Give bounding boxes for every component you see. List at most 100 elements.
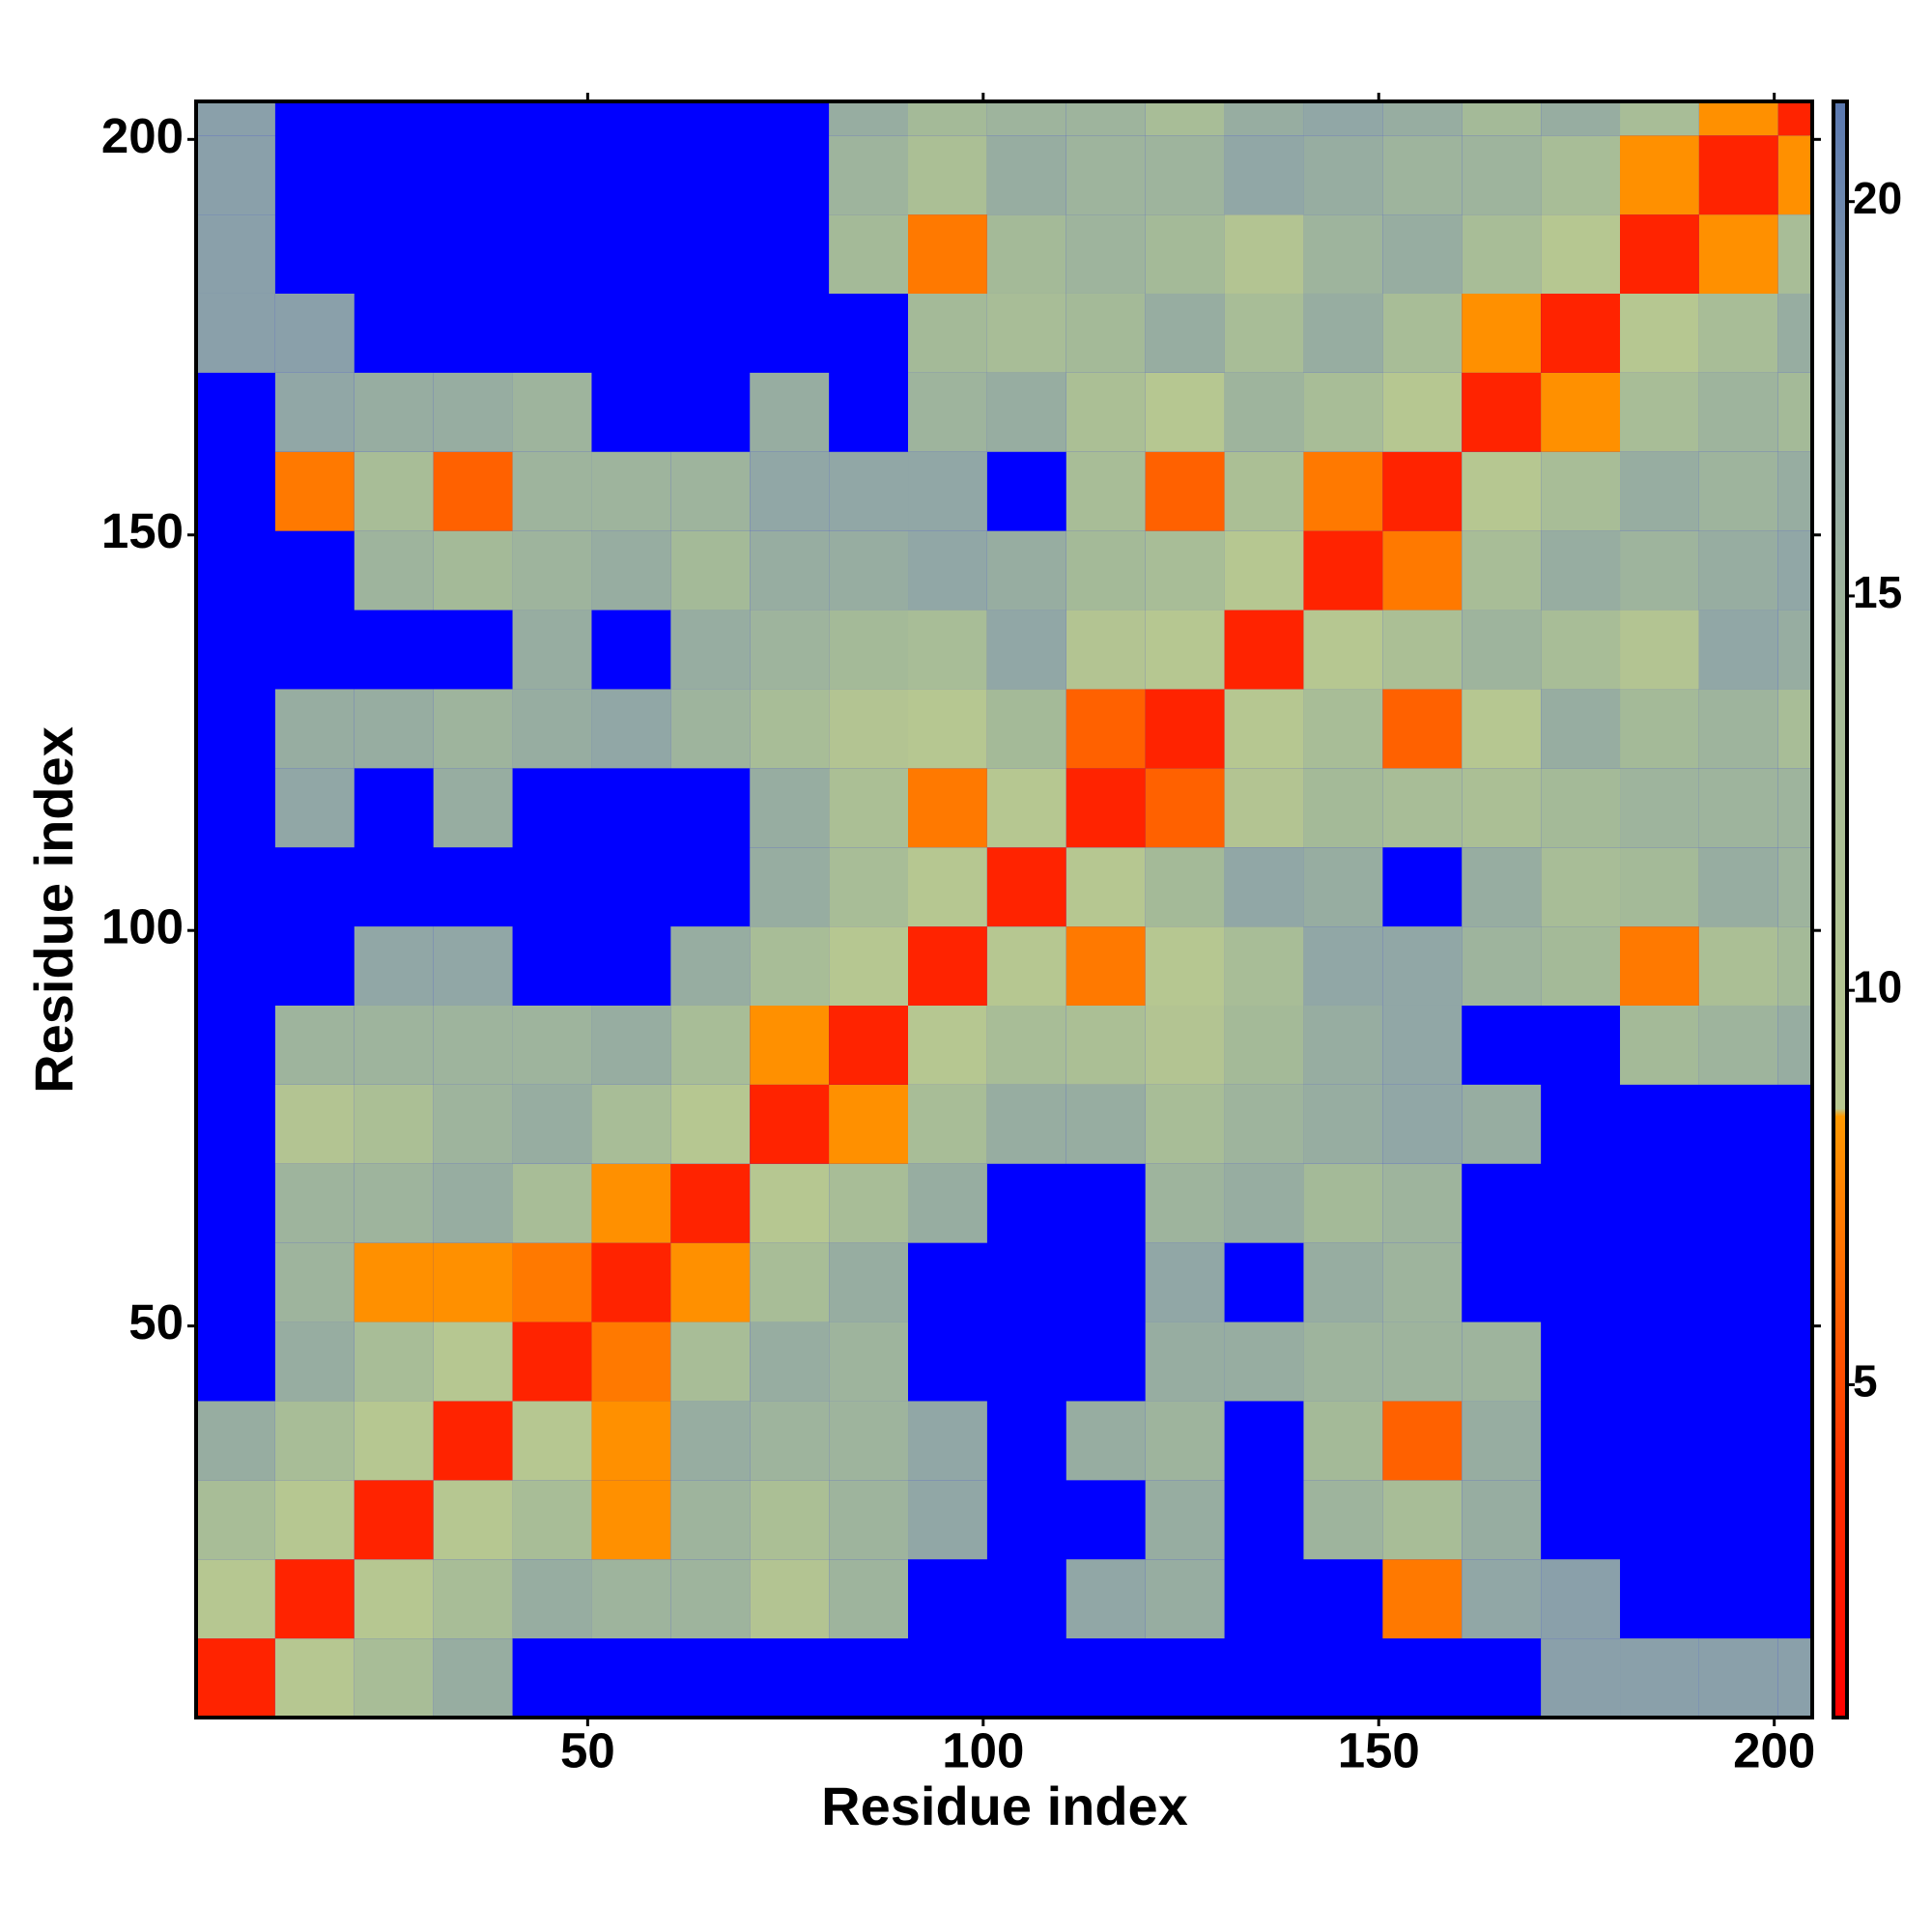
heatmap-cell: [1065, 214, 1146, 294]
heatmap-cell: [591, 689, 671, 769]
colorbar-tick-label: 5: [1853, 1356, 1878, 1406]
heatmap-cell: [196, 1638, 275, 1718]
heatmap-cell: [1541, 101, 1621, 136]
heatmap-cell: [1382, 926, 1463, 1006]
heatmap-cell: [1698, 214, 1778, 294]
heatmap-cell: [1462, 926, 1542, 1006]
heatmap-cell: [1541, 530, 1621, 611]
heatmap-cell: [750, 1321, 830, 1402]
heatmap-cell: [908, 689, 987, 769]
heatmap-cell: [354, 1005, 434, 1085]
heatmap-cell: [750, 372, 830, 452]
heatmap-cell: [1145, 293, 1225, 373]
heatmap-cell: [433, 689, 513, 769]
heatmap-cell: [591, 1005, 671, 1085]
heatmap-cell: [1620, 1005, 1699, 1085]
heatmap-cell: [1145, 610, 1225, 690]
heatmap-cell: [670, 1321, 751, 1402]
heatmap-cell: [986, 214, 1066, 294]
y-axis-title: Residue index: [23, 726, 84, 1094]
heatmap-cell: [908, 1084, 987, 1164]
heatmap-cell: [986, 768, 1066, 848]
heatmap-cell: [1145, 1005, 1225, 1085]
heatmap-cell: [433, 1242, 513, 1322]
heatmap-cell: [354, 1242, 434, 1322]
heatmap-cell: [1777, 926, 1812, 1006]
heatmap-cell: [1224, 451, 1304, 531]
heatmap-cell: [274, 1401, 355, 1481]
heatmap-cell: [1462, 1480, 1542, 1560]
heatmap-cell: [1145, 847, 1225, 927]
heatmap-cell: [274, 1242, 355, 1322]
heatmap-cell: [1698, 451, 1778, 531]
heatmap-cell: [274, 372, 355, 452]
heatmap-cell: [354, 1480, 434, 1560]
heatmap-cell: [1620, 610, 1699, 690]
heatmap-cell: [1382, 1242, 1463, 1322]
heatmap-cell: [1462, 1401, 1542, 1481]
heatmap-cell: [750, 451, 830, 531]
heatmap-cell: [1224, 847, 1304, 927]
heatmap-cell: [986, 610, 1066, 690]
heatmap-cell: [354, 1321, 434, 1402]
heatmap-cell: [433, 372, 513, 452]
heatmap-cell: [1462, 847, 1542, 927]
heatmap-cell: [196, 1480, 275, 1560]
heatmap-cell: [591, 1084, 671, 1164]
heatmap-cell: [908, 1480, 987, 1560]
heatmap-cell: [1382, 1401, 1463, 1481]
heatmap-cell: [433, 1321, 513, 1402]
heatmap-cell: [1541, 768, 1621, 848]
heatmap-cell: [829, 1005, 909, 1085]
heatmap-cell: [986, 926, 1066, 1006]
heatmap-cell: [1065, 1401, 1146, 1481]
heatmap-cell: [750, 768, 830, 848]
heatmap-cell: [1224, 1163, 1304, 1243]
heatmap-cell: [1224, 1084, 1304, 1164]
heatmap-cell: [1303, 372, 1383, 452]
heatmap-cell: [274, 1559, 355, 1639]
heatmap-cell: [1224, 1321, 1304, 1402]
x-tick-label: 200: [1733, 1722, 1815, 1777]
heatmap-cell: [433, 530, 513, 611]
cells: [196, 101, 1812, 1718]
heatmap-cell: [1303, 1005, 1383, 1085]
heatmap-cell: [1620, 847, 1699, 927]
heatmap-cell: [1065, 293, 1146, 373]
heatmap-cell: [433, 1163, 513, 1243]
heatmap-cell: [433, 926, 513, 1006]
heatmap-cell: [670, 1242, 751, 1322]
x-tick-label: 150: [1338, 1722, 1420, 1777]
heatmap-cell: [1620, 101, 1699, 136]
heatmap-cell: [670, 530, 751, 611]
heatmap-cell: [908, 293, 987, 373]
heatmap-cell: [750, 847, 830, 927]
heatmap-cell: [986, 1084, 1066, 1164]
heatmap-cell: [986, 1005, 1066, 1085]
heatmap-cell: [829, 1559, 909, 1639]
heatmap-cell: [354, 689, 434, 769]
heatmap-cell: [1777, 768, 1812, 848]
heatmap-cell: [1698, 101, 1778, 136]
heatmap-cell: [512, 372, 592, 452]
heatmap-cell: [1065, 610, 1146, 690]
heatmap-cell: [1224, 1005, 1304, 1085]
heatmap-cell: [512, 689, 592, 769]
heatmap-cell: [1462, 1559, 1542, 1639]
heatmap-cell: [354, 1163, 434, 1243]
heatmap-cell: [354, 1084, 434, 1164]
heatmap-cell: [829, 1480, 909, 1560]
heatmap-cell: [986, 101, 1066, 136]
heatmap-cell: [1698, 530, 1778, 611]
heatmap-cell: [1145, 768, 1225, 848]
heatmap-cell: [1382, 1321, 1463, 1402]
heatmap-cell: [1065, 1005, 1146, 1085]
heatmap-cell: [1303, 293, 1383, 373]
heatmap-cell: [1224, 926, 1304, 1006]
heatmap-cell: [1224, 372, 1304, 452]
heatmap-cell: [512, 1559, 592, 1639]
heatmap-cell: [1462, 1084, 1542, 1164]
heatmap-cell: [1145, 451, 1225, 531]
heatmap-cell: [1698, 926, 1778, 1006]
plot-frame: [194, 99, 1814, 1719]
